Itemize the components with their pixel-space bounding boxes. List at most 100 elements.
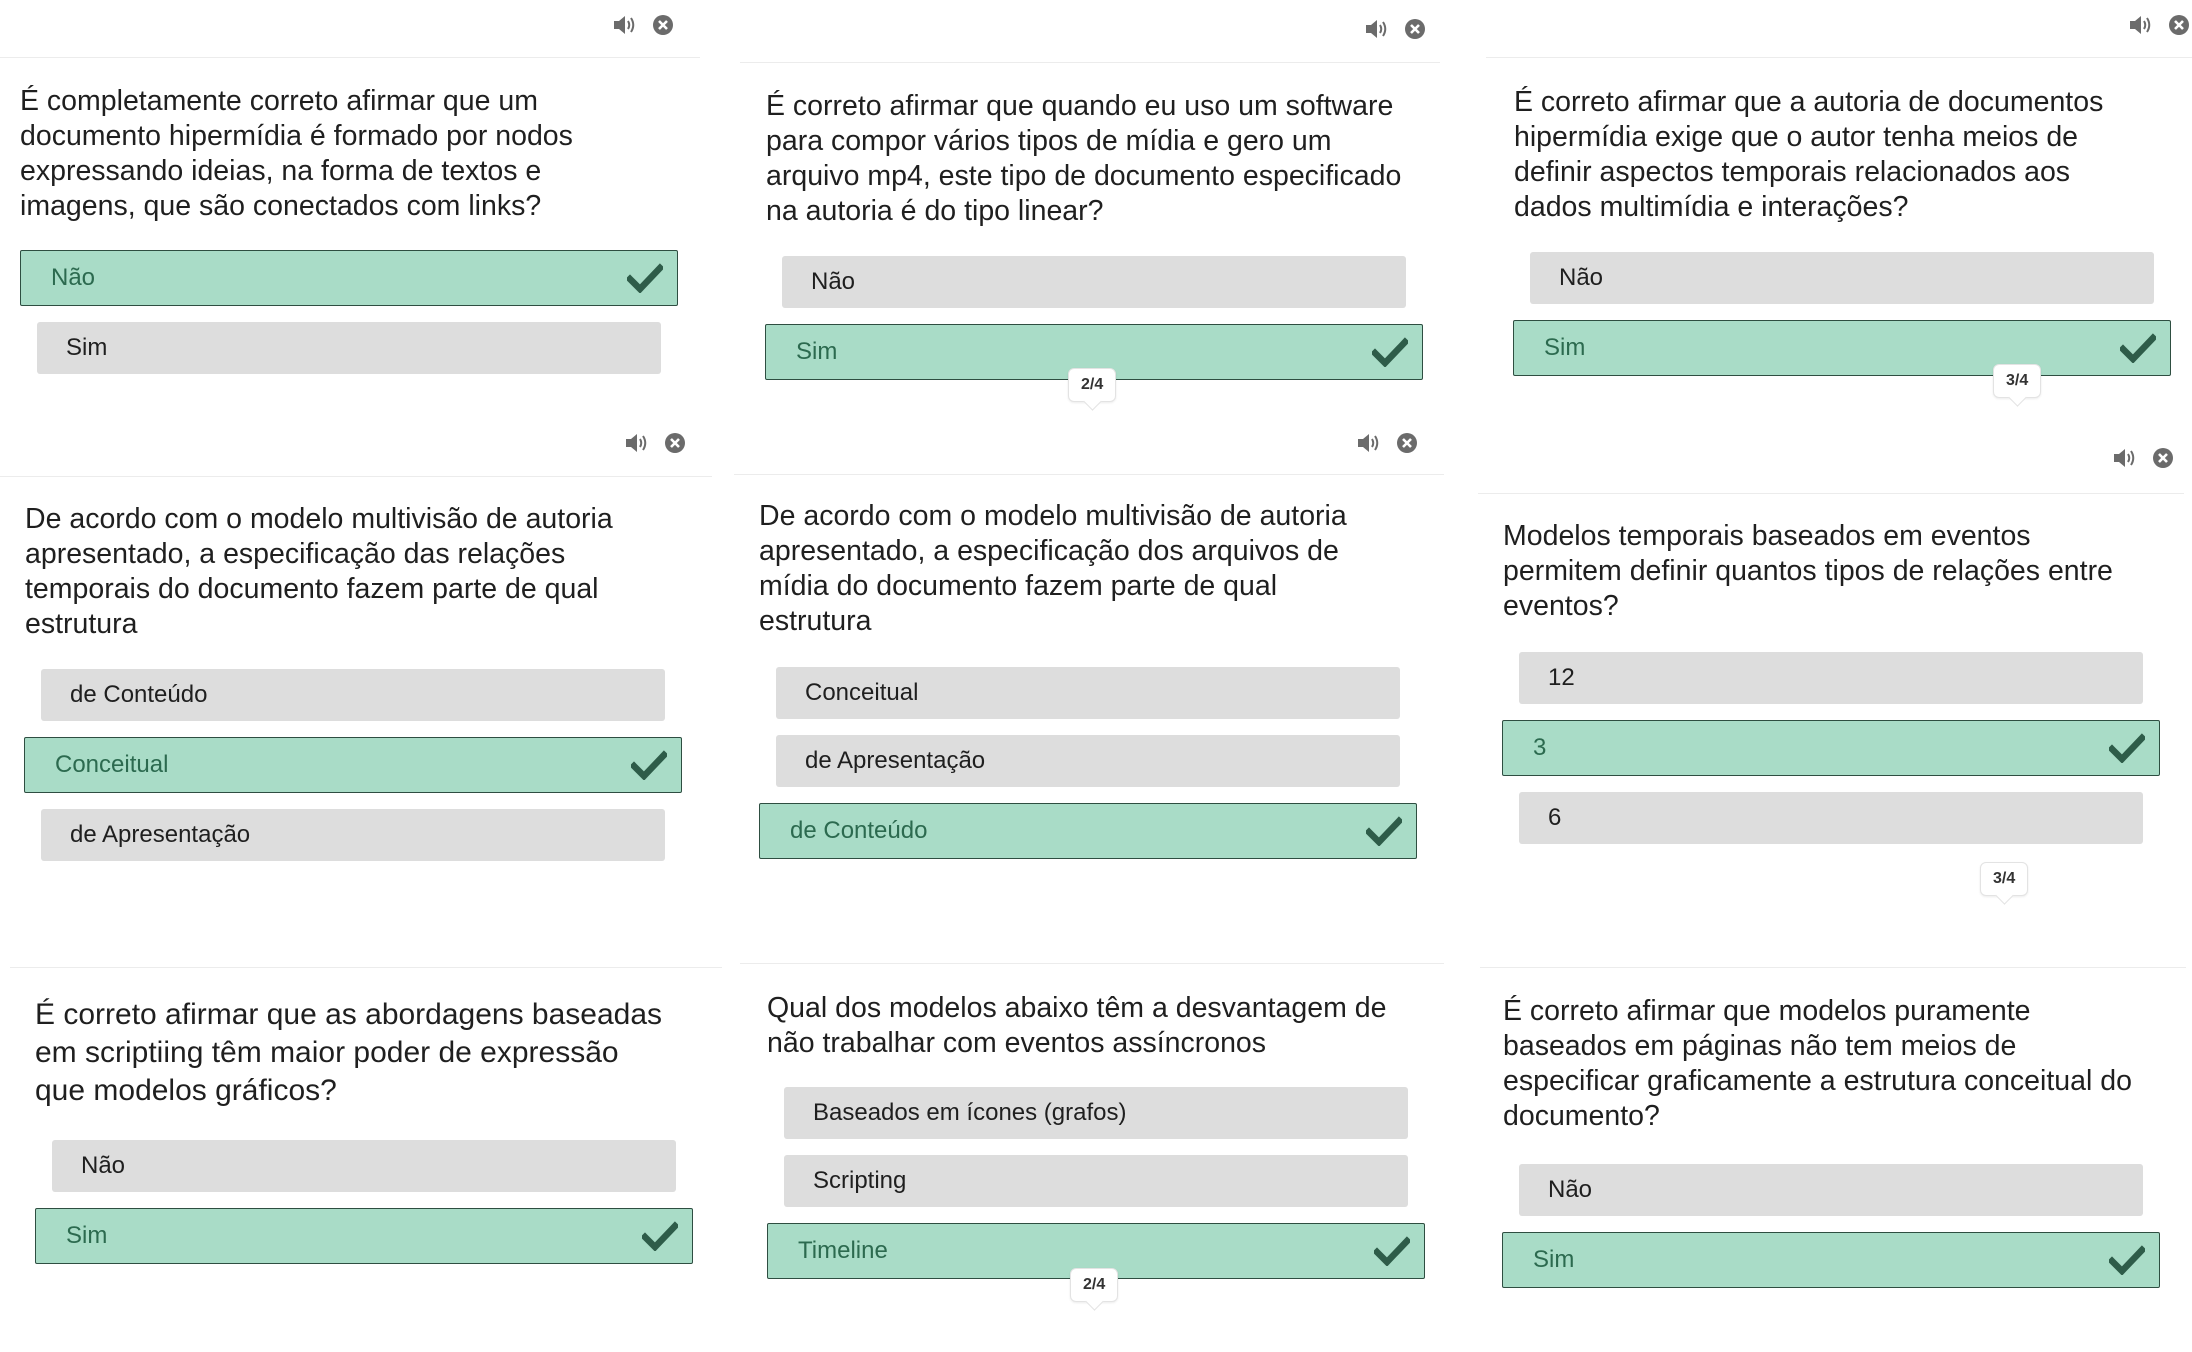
answer-option-label: Sim <box>796 338 838 365</box>
answer-options: Não Sim <box>1513 252 2171 392</box>
answer-option[interactable]: Conceitual <box>776 667 1400 719</box>
answer-option-label: Sim <box>66 1222 108 1249</box>
card-toolbar <box>0 420 712 477</box>
question-text: De acordo com o modelo multivisão de aut… <box>25 503 613 640</box>
card-toolbar <box>740 910 1444 964</box>
answer-option-label: 3 <box>1533 734 1547 761</box>
answer-option[interactable]: Baseados em ícones (grafos) <box>784 1087 1408 1139</box>
quiz-card: É correto afirmar que modelos puramente … <box>1480 912 2186 1352</box>
checkmark-icon <box>1366 816 1402 846</box>
answer-option-label: 6 <box>1548 804 1562 831</box>
checkmark-icon <box>1374 1236 1410 1266</box>
answer-option-correct[interactable]: de Conteúdo <box>759 803 1417 859</box>
answer-option-correct[interactable]: 3 <box>1502 720 2160 776</box>
answer-option[interactable]: Scripting <box>784 1155 1408 1207</box>
card-controls <box>624 430 688 456</box>
answer-options: Baseados em ícones (grafos) Scripting Time… <box>767 1087 1425 1295</box>
speaker-icon[interactable] <box>612 12 638 38</box>
progress-indicator: 2/4 <box>1070 1268 1119 1302</box>
answer-option-correct[interactable]: Não <box>20 250 678 306</box>
answer-options: Não Sim <box>35 1140 693 1280</box>
speaker-icon[interactable] <box>1356 430 1382 456</box>
question-text: É correto afirmar que modelos puramente … <box>1503 995 2132 1132</box>
question-text: É completamente correto afirmar que um d… <box>20 85 573 222</box>
answer-option-correct[interactable]: Sim <box>1513 320 2171 376</box>
card-controls <box>1364 16 1428 42</box>
checkmark-icon <box>2120 333 2156 363</box>
answer-option[interactable]: Sim <box>37 322 661 374</box>
card-toolbar <box>10 910 722 968</box>
speaker-icon[interactable] <box>1364 16 1390 42</box>
answer-option[interactable]: Não <box>1530 252 2154 304</box>
answer-option-label: Scripting <box>813 1167 907 1194</box>
answer-option-label: Sim <box>1533 1246 1575 1273</box>
answer-options: Não Sim <box>20 250 678 390</box>
close-icon[interactable] <box>1402 16 1428 42</box>
answer-option-correct[interactable]: Sim <box>1502 1232 2160 1288</box>
answer-option[interactable]: Não <box>782 256 1406 308</box>
answer-option-label: 12 <box>1548 664 1575 691</box>
card-toolbar <box>740 0 1440 63</box>
checkmark-icon <box>1372 337 1408 367</box>
answer-option-label: Não <box>1559 264 1604 291</box>
close-icon[interactable] <box>2150 445 2176 471</box>
card-controls <box>612 12 676 38</box>
answer-options: de Conteúdo Conceitual de Apresentação <box>24 669 682 877</box>
answer-option-label: Baseados em ícones (grafos) <box>813 1099 1127 1126</box>
close-icon[interactable] <box>650 12 676 38</box>
quiz-card: De acordo com o modelo multivisão de aut… <box>734 420 1444 920</box>
checkmark-icon <box>642 1221 678 1251</box>
answer-option[interactable]: 6 <box>1519 792 2143 844</box>
answer-option-label: de Apresentação <box>70 821 251 848</box>
card-toolbar <box>1478 420 2184 494</box>
answer-option-label: Conceitual <box>55 751 169 778</box>
answer-option[interactable]: Não <box>1519 1164 2143 1216</box>
answer-option-label: Não <box>51 264 96 291</box>
answer-options: Conceitual de Apresentação de Conteúdo <box>759 667 1417 875</box>
card-controls <box>2128 12 2192 38</box>
answer-option-correct[interactable]: Conceitual <box>24 737 682 793</box>
answer-option-label: de Conteúdo <box>790 817 928 844</box>
question-text: É correto afirmar que quando eu uso um s… <box>766 90 1402 227</box>
speaker-icon[interactable] <box>624 430 650 456</box>
card-toolbar <box>1480 910 2186 968</box>
close-icon[interactable] <box>2166 12 2192 38</box>
checkmark-icon <box>631 750 667 780</box>
answer-option-label: Não <box>811 268 856 295</box>
answer-option[interactable]: de Apresentação <box>41 809 665 861</box>
checkmark-icon <box>627 263 663 293</box>
question-text: Modelos temporais baseados em eventos pe… <box>1503 520 2113 622</box>
answer-option-label: Não <box>1548 1176 1593 1203</box>
card-toolbar <box>1486 0 2192 58</box>
quiz-card: É correto afirmar que a autoria de docum… <box>1486 0 2192 420</box>
close-icon[interactable] <box>662 430 688 456</box>
answer-options: Não Sim <box>1502 1164 2160 1304</box>
card-controls <box>2112 445 2176 471</box>
close-icon[interactable] <box>1394 430 1420 456</box>
card-toolbar <box>0 0 700 58</box>
speaker-icon[interactable] <box>2112 445 2138 471</box>
quiz-card: É correto afirmar que quando eu uso um s… <box>740 0 1440 420</box>
checkmark-icon <box>2109 1245 2145 1275</box>
question-text: É correto afirmar que as abordagens base… <box>35 998 663 1107</box>
answer-option-label: de Conteúdo <box>70 681 208 708</box>
answer-option-label: de Apresentação <box>805 747 986 774</box>
answer-option-label: Timeline <box>798 1237 888 1264</box>
answer-option[interactable]: 12 <box>1519 652 2143 704</box>
card-controls <box>1356 430 1420 456</box>
answer-option-label: Sim <box>66 334 108 361</box>
answer-option[interactable]: de Apresentação <box>776 735 1400 787</box>
answer-option-correct[interactable]: Sim <box>35 1208 693 1264</box>
progress-indicator: 3/4 <box>1980 862 2029 896</box>
quiz-card: Modelos temporais baseados em eventos pe… <box>1478 420 2184 920</box>
quiz-card: É correto afirmar que as abordagens base… <box>10 912 722 1352</box>
speaker-icon[interactable] <box>2128 12 2154 38</box>
checkmark-icon <box>2109 733 2145 763</box>
answer-option[interactable]: Não <box>52 1140 676 1192</box>
progress-indicator: 2/4 <box>1068 368 1117 402</box>
answer-option-label: Sim <box>1544 334 1586 361</box>
question-text: Qual dos modelos abaixo têm a desvantage… <box>767 992 1387 1059</box>
answer-option[interactable]: de Conteúdo <box>41 669 665 721</box>
answer-option-label: Conceitual <box>805 679 919 706</box>
quiz-card: É completamente correto afirmar que um d… <box>0 0 700 420</box>
